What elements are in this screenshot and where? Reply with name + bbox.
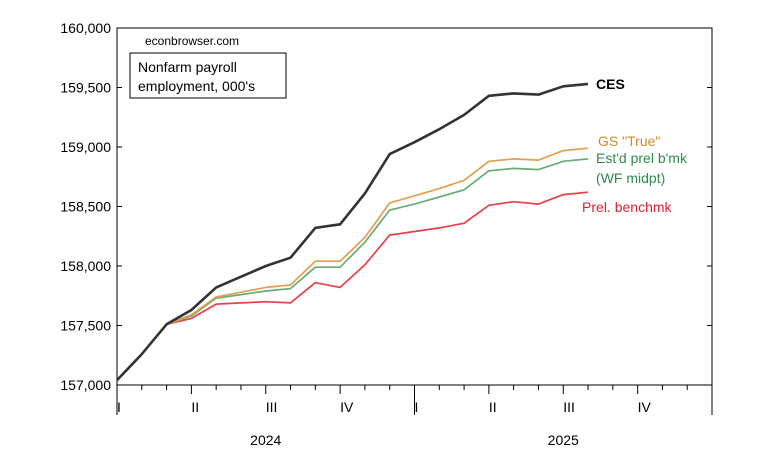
series-label-estd-line-1: Est'd prel b'mk (596, 150, 688, 166)
series-line (116, 147, 589, 381)
source-label: econbrowser.com (145, 34, 239, 48)
series-line (116, 191, 589, 381)
y-tick-label: 159,000 (60, 139, 111, 155)
series-layer (116, 82, 589, 382)
x-year-label: 2024 (250, 432, 281, 448)
x-quarter-label: II (191, 399, 199, 415)
series-labels: CES GS "True"Est'd prel b'mk (WF midpt) Pre… (582, 76, 688, 215)
x-quarter-label: IV (638, 399, 652, 415)
chart-title-line-1: Nonfarm payroll (138, 59, 237, 75)
x-quarter-label: III (266, 399, 278, 415)
series-label-estd-line-2: (WF midpt) (596, 170, 665, 186)
x-quarter-label: I (117, 399, 121, 415)
chart-title-line-2: employment, 000's (138, 78, 255, 94)
series-line (116, 82, 589, 382)
series-line (116, 158, 589, 381)
y-tick-label: 157,500 (60, 318, 111, 334)
x-quarter-label: IV (340, 399, 354, 415)
y-axis: 157,000 157,500 158,000 158,500 159,000 159,5… (60, 20, 712, 393)
x-quarter-label: I (415, 399, 419, 415)
y-tick-label: 159,500 (60, 80, 111, 96)
x-quarter-label: III (563, 399, 575, 415)
y-tick-label: 158,500 (60, 199, 111, 215)
y-tick-label: 158,000 (60, 258, 111, 274)
series-label-prel: Prel. benchmk (582, 199, 672, 215)
series-label-gs: GS "True" (598, 133, 660, 149)
series-label-ces: CES (596, 76, 625, 92)
y-tick-label: 160,000 (60, 20, 111, 36)
y-tick-label: 157,000 (60, 377, 111, 393)
x-quarter-label: II (489, 399, 497, 415)
title-box (129, 52, 287, 99)
x-year-label: 2025 (548, 432, 579, 448)
